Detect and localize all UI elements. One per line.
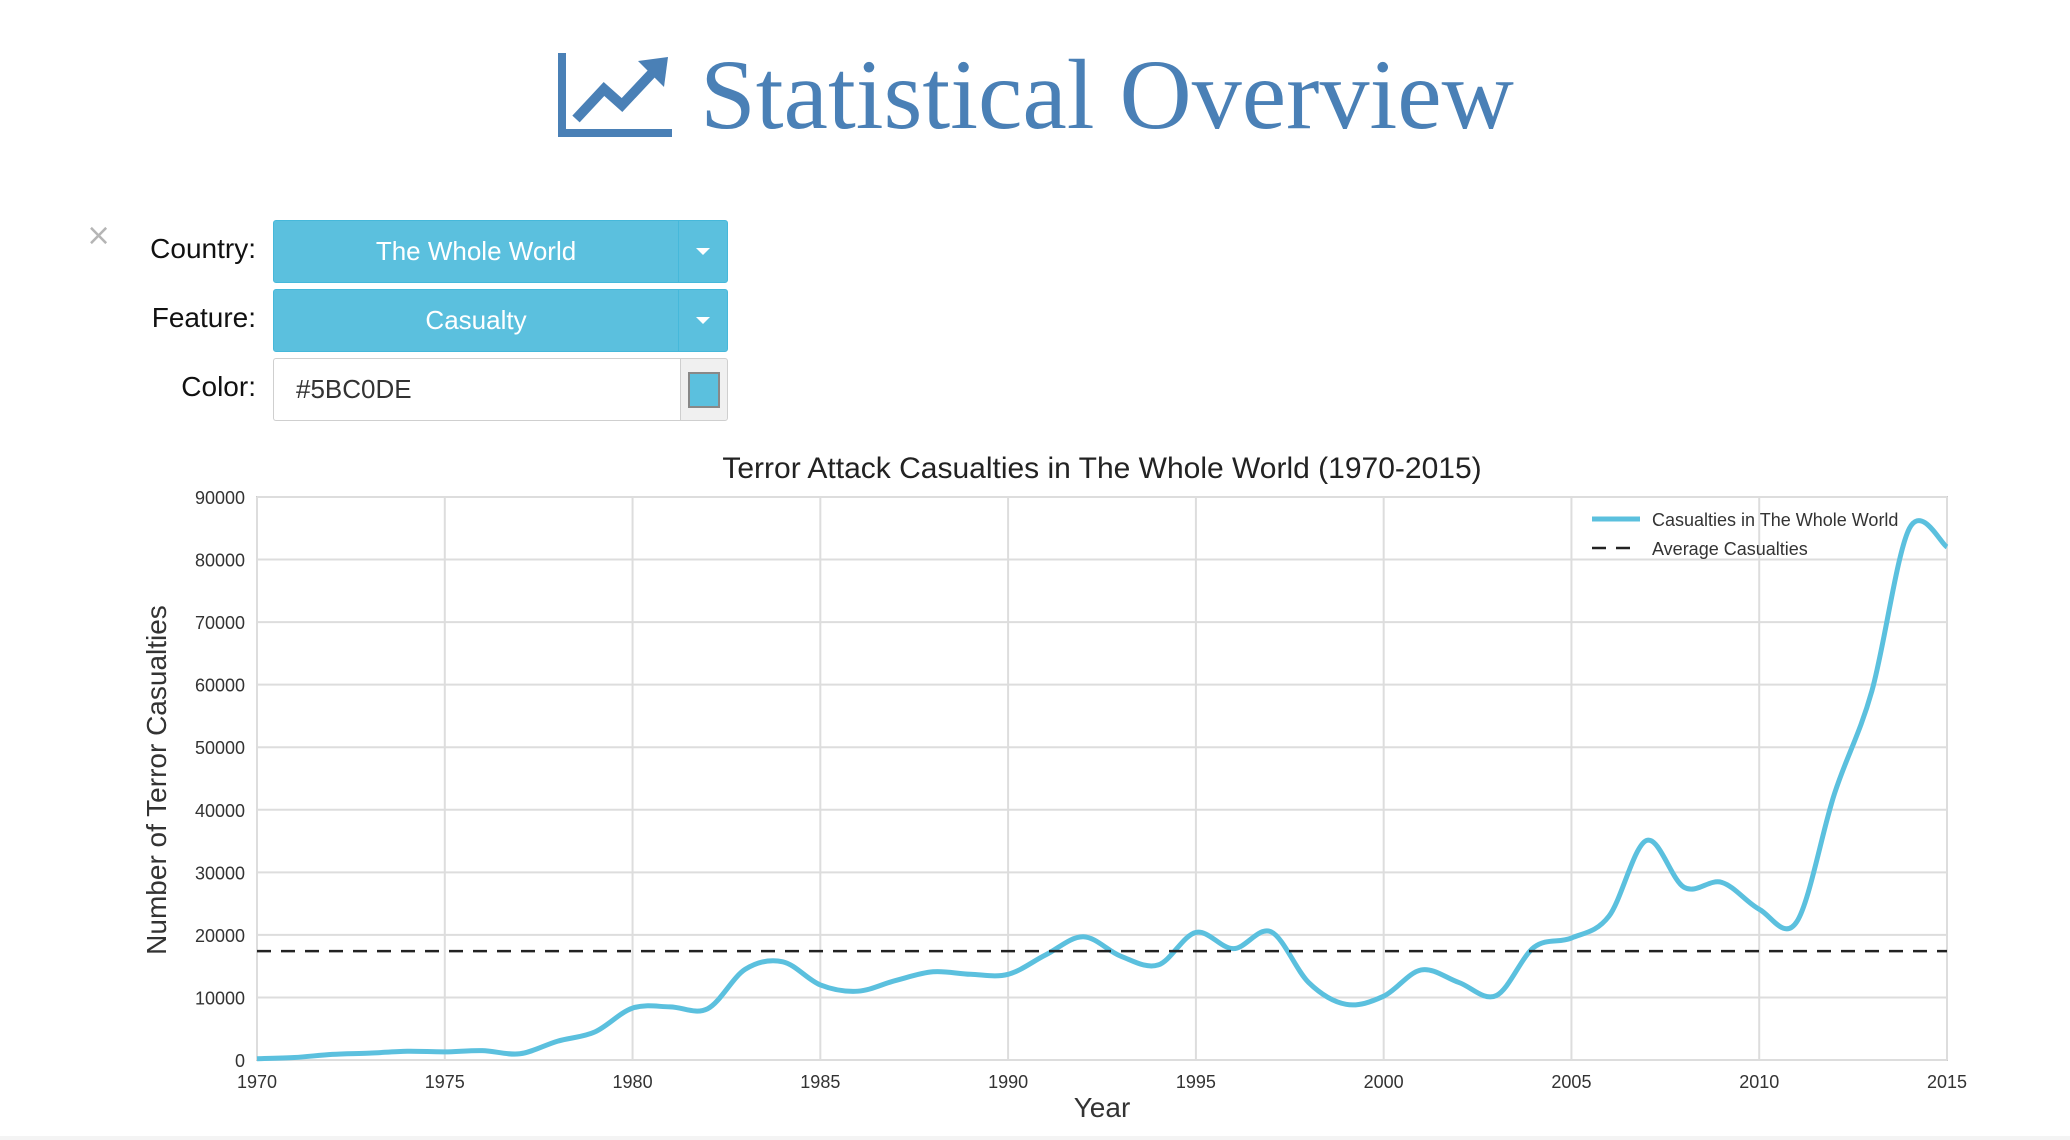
color-label: Color:	[181, 371, 256, 402]
series-group	[256, 518, 1949, 1062]
feature-label: Feature:	[151, 302, 256, 333]
chevron-down-icon[interactable]	[678, 290, 727, 351]
x-tick-label: 2005	[1551, 1072, 1591, 1092]
x-tick-label: 2000	[1364, 1072, 1404, 1092]
chart-title: Terror Attack Casualties in The Whole Wo…	[722, 452, 1481, 485]
country-select[interactable]: The Whole World	[273, 220, 728, 283]
x-tick-label: 1995	[1176, 1072, 1216, 1092]
y-tick-label: 0	[235, 1051, 245, 1071]
color-picker	[273, 358, 728, 421]
legend-label: Average Casualties	[1652, 539, 1808, 559]
feature-select[interactable]: Casualty	[273, 289, 728, 352]
y-tick-label: 10000	[195, 988, 245, 1008]
line-chart-icon	[558, 53, 673, 137]
x-tick-label: 1970	[237, 1072, 277, 1092]
x-tick-label: 1985	[800, 1072, 840, 1092]
legend: Casualties in The Whole World Average Cas…	[1592, 510, 1898, 559]
color-swatch	[688, 371, 720, 408]
y-tick-label: 30000	[195, 863, 245, 883]
casualties-chart: Terror Attack Casualties in The Whole Wo…	[141, 452, 1967, 1123]
plot-area	[256, 496, 1948, 1061]
page-title: Statistical Overview	[700, 39, 1514, 150]
y-tick-label: 70000	[195, 613, 245, 633]
y-axis-label: Number of Terror Casualties	[141, 605, 172, 955]
close-icon[interactable]: ×	[86, 218, 112, 253]
y-tick-label: 90000	[195, 488, 245, 508]
x-tick-label: 1980	[613, 1072, 653, 1092]
y-tick-label: 80000	[195, 551, 245, 571]
y-axis-ticks: 0 10000 20000 30000 40000 50000 60000 70000 8000…	[195, 488, 245, 1071]
country-label: Country:	[150, 233, 256, 264]
casualties-line	[256, 518, 1949, 1062]
x-tick-label: 2010	[1739, 1072, 1779, 1092]
x-axis-ticks: 1970 1975 1980 1985 1990 1995 2000 2005 2010 2015	[237, 1072, 1967, 1092]
chevron-down-icon[interactable]	[678, 221, 727, 282]
x-tick-label: 1975	[425, 1072, 465, 1092]
color-swatch-button[interactable]	[680, 358, 728, 421]
y-tick-label: 50000	[195, 738, 245, 758]
x-tick-label: 1990	[988, 1072, 1028, 1092]
page-header: Statistical Overview	[0, 40, 2070, 150]
x-axis-label: Year	[1074, 1092, 1131, 1123]
country-select-value: The Whole World	[375, 236, 577, 266]
feature-select-value: Casualty	[425, 305, 527, 335]
y-tick-label: 20000	[195, 926, 245, 946]
x-tick-label: 2015	[1927, 1072, 1967, 1092]
color-input[interactable]	[273, 358, 680, 421]
footer-divider	[0, 1136, 2070, 1140]
grid	[256, 496, 1948, 1061]
legend-label: Casualties in The Whole World	[1652, 510, 1898, 530]
y-tick-label: 40000	[195, 801, 245, 821]
y-tick-label: 60000	[195, 676, 245, 696]
